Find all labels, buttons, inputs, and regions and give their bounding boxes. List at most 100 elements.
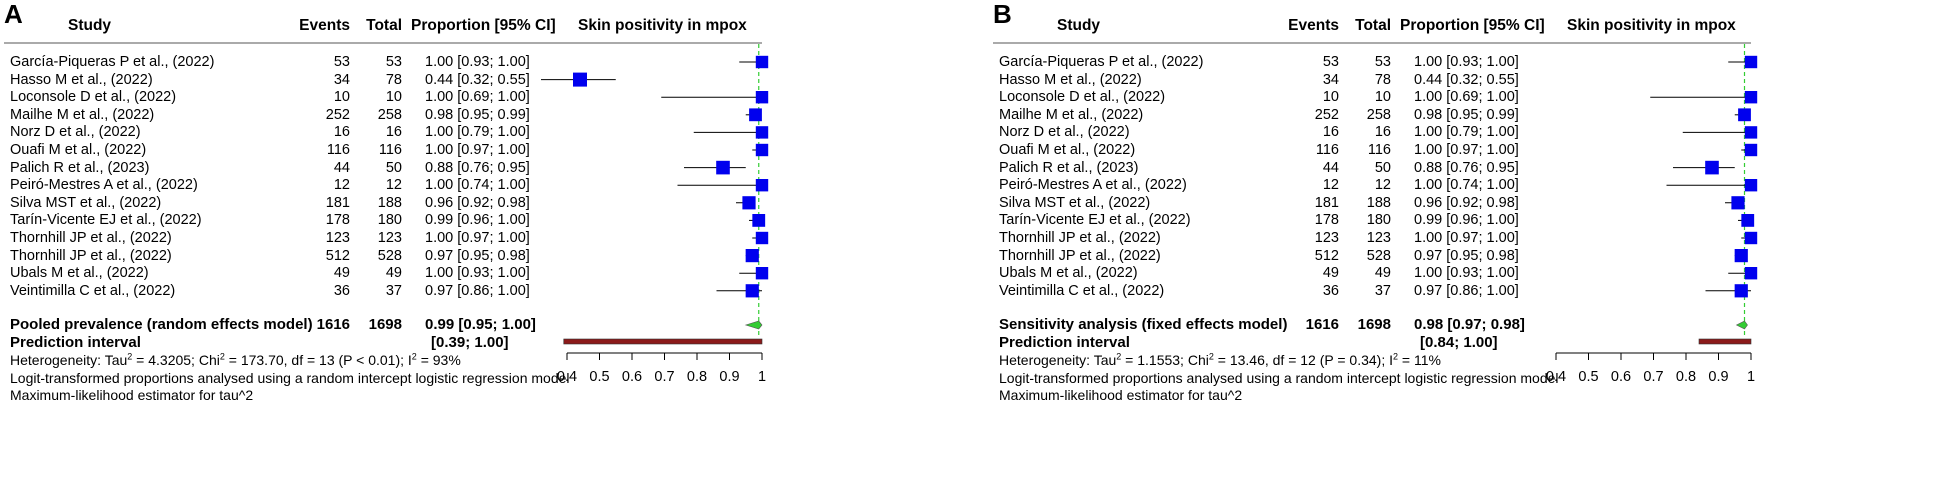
proportion-ci: 0.88 [0.76; 0.95] xyxy=(1414,159,1519,176)
events-value: 178 xyxy=(325,212,350,229)
study-estimate-box xyxy=(1744,231,1758,245)
study-name: Veintimilla C et al., (2022) xyxy=(999,282,1165,299)
study-estimate-box xyxy=(1734,284,1748,298)
superscript: 2 xyxy=(219,351,225,362)
events-value: 12 xyxy=(333,177,350,194)
total-value: 180 xyxy=(377,212,402,229)
proportion-ci: 0.96 [0.92; 0.98] xyxy=(425,194,530,211)
total-value: 10 xyxy=(1374,89,1391,106)
study-estimate-box xyxy=(755,143,769,157)
study-name: Silva MST et al., (2022) xyxy=(10,194,162,211)
study-name: Peiró-Mestres A et al., (2022) xyxy=(999,177,1187,194)
proportion-ci: 1.00 [0.97; 1.00] xyxy=(425,230,530,246)
x-tick-label: 0.7 xyxy=(654,369,675,385)
study-estimate-box xyxy=(745,249,759,263)
heterogeneity-part: = 93% xyxy=(416,352,461,368)
study-name: García-Piqueras P et al., (2022) xyxy=(999,54,1204,70)
proportion-ci: 1.00 [0.74; 1.00] xyxy=(1414,177,1519,194)
panel-label: A xyxy=(4,0,23,29)
events-value: 49 xyxy=(1322,265,1339,282)
study-estimate-box xyxy=(755,179,769,192)
proportion-ci: 1.00 [0.93; 1.00] xyxy=(425,54,530,70)
pooled-diamond xyxy=(744,320,763,330)
events-value: 34 xyxy=(333,71,350,88)
total-value: 528 xyxy=(377,247,402,264)
proportion-ci: 1.00 [0.74; 1.00] xyxy=(425,177,530,194)
heterogeneity-part: = 1.1553; Chi xyxy=(1121,352,1209,368)
forest-panel-a: A Study Events Total Proportion [95% CI] Skin… xyxy=(0,0,960,504)
pooled-label: Sensitivity analysis (fixed effects mode… xyxy=(999,316,1288,333)
superscript: 2 xyxy=(1116,351,1122,362)
header-total: Total xyxy=(1355,17,1391,34)
study-estimate-box xyxy=(1731,196,1745,210)
proportion-ci: 0.44 [0.32; 0.55] xyxy=(425,71,530,88)
events-value: 252 xyxy=(325,106,350,123)
proportion-ci: 0.44 [0.32; 0.55] xyxy=(1414,71,1519,88)
total-value: 78 xyxy=(1374,71,1391,88)
total-value: 180 xyxy=(1366,212,1391,229)
study-name: Thornhill JP et al., (2022) xyxy=(10,247,172,264)
study-name: Hasso M et al., (2022) xyxy=(999,71,1142,88)
study-estimate-box xyxy=(745,284,759,298)
superscript: 2 xyxy=(1208,351,1214,362)
study-name: Peiró-Mestres A et al., (2022) xyxy=(10,177,198,194)
header-study: Study xyxy=(68,17,112,34)
events-value: 116 xyxy=(326,142,350,158)
proportion-ci: 0.99 [0.96; 1.00] xyxy=(425,212,530,229)
heterogeneity-text: Heterogeneity: Tau2 = 1.1553; Chi2 = 13.… xyxy=(999,351,1441,369)
x-tick-label: 0.9 xyxy=(719,369,740,385)
footnote-estimator: Maximum-likelihood estimator for tau^2 xyxy=(10,387,254,403)
pooled-events: 1616 xyxy=(316,316,350,333)
study-name: Ubals M et al., (2022) xyxy=(999,265,1138,282)
study-name: Tarín-Vicente EJ et al., (2022) xyxy=(10,212,202,229)
proportion-ci: 0.99 [0.96; 1.00] xyxy=(1414,212,1519,229)
study-estimate-box xyxy=(1744,126,1758,139)
total-value: 16 xyxy=(385,124,402,141)
events-value: 36 xyxy=(1322,282,1339,299)
events-value: 181 xyxy=(325,194,350,211)
footnote-model: Logit-transformed proportions analysed u… xyxy=(10,370,570,386)
study-name: García-Piqueras P et al., (2022) xyxy=(10,54,215,70)
study-name: Palich R et al., (2023) xyxy=(10,159,150,176)
study-estimate-box xyxy=(755,91,769,104)
events-value: 181 xyxy=(1314,194,1339,211)
events-value: 12 xyxy=(1322,177,1339,194)
study-estimate-box xyxy=(755,126,769,139)
pooled-label: Pooled prevalence (random effects model) xyxy=(10,316,313,333)
x-tick-label: 0.9 xyxy=(1708,369,1729,385)
total-value: 49 xyxy=(1374,265,1391,282)
study-name: Palich R et al., (2023) xyxy=(999,159,1139,176)
forest-plot-svg xyxy=(4,42,769,360)
study-estimate-box xyxy=(1734,249,1748,263)
x-tick-label: 0.5 xyxy=(1578,369,1599,385)
study-estimate-box xyxy=(1744,55,1758,69)
total-value: 12 xyxy=(385,177,402,194)
pooled-total: 1698 xyxy=(368,316,402,333)
total-value: 258 xyxy=(1366,106,1391,123)
x-tick-label: 0.4 xyxy=(556,369,578,385)
x-tick-label: 0.8 xyxy=(1675,369,1697,385)
total-value: 123 xyxy=(377,230,402,246)
events-value: 512 xyxy=(325,247,350,264)
heterogeneity-text: Heterogeneity: Tau2 = 4.3205; Chi2 = 173… xyxy=(10,351,461,369)
x-tick-label: 0.7 xyxy=(1643,369,1664,385)
events-value: 123 xyxy=(1314,230,1339,246)
total-value: 37 xyxy=(385,282,402,299)
superscript: 2 xyxy=(127,351,133,362)
pooled-ci: 0.98 [0.97; 0.98] xyxy=(1414,316,1525,333)
proportion-ci: 1.00 [0.93; 1.00] xyxy=(1414,265,1519,282)
events-value: 512 xyxy=(1314,247,1339,264)
total-value: 116 xyxy=(1367,142,1391,158)
study-estimate-box xyxy=(1744,91,1758,104)
events-value: 34 xyxy=(1322,71,1339,88)
total-value: 78 xyxy=(385,71,402,88)
study-name: Silva MST et al., (2022) xyxy=(999,194,1151,211)
proportion-ci: 0.98 [0.95; 0.99] xyxy=(425,106,530,123)
total-value: 116 xyxy=(378,142,402,158)
proportion-ci: 0.88 [0.76; 0.95] xyxy=(425,159,530,176)
pooled-diamond xyxy=(1735,320,1748,330)
events-value: 10 xyxy=(333,89,350,106)
events-value: 178 xyxy=(1314,212,1339,229)
header-plot: Skin positivity in mpox xyxy=(1567,17,1736,34)
proportion-ci: 1.00 [0.93; 1.00] xyxy=(425,265,530,282)
